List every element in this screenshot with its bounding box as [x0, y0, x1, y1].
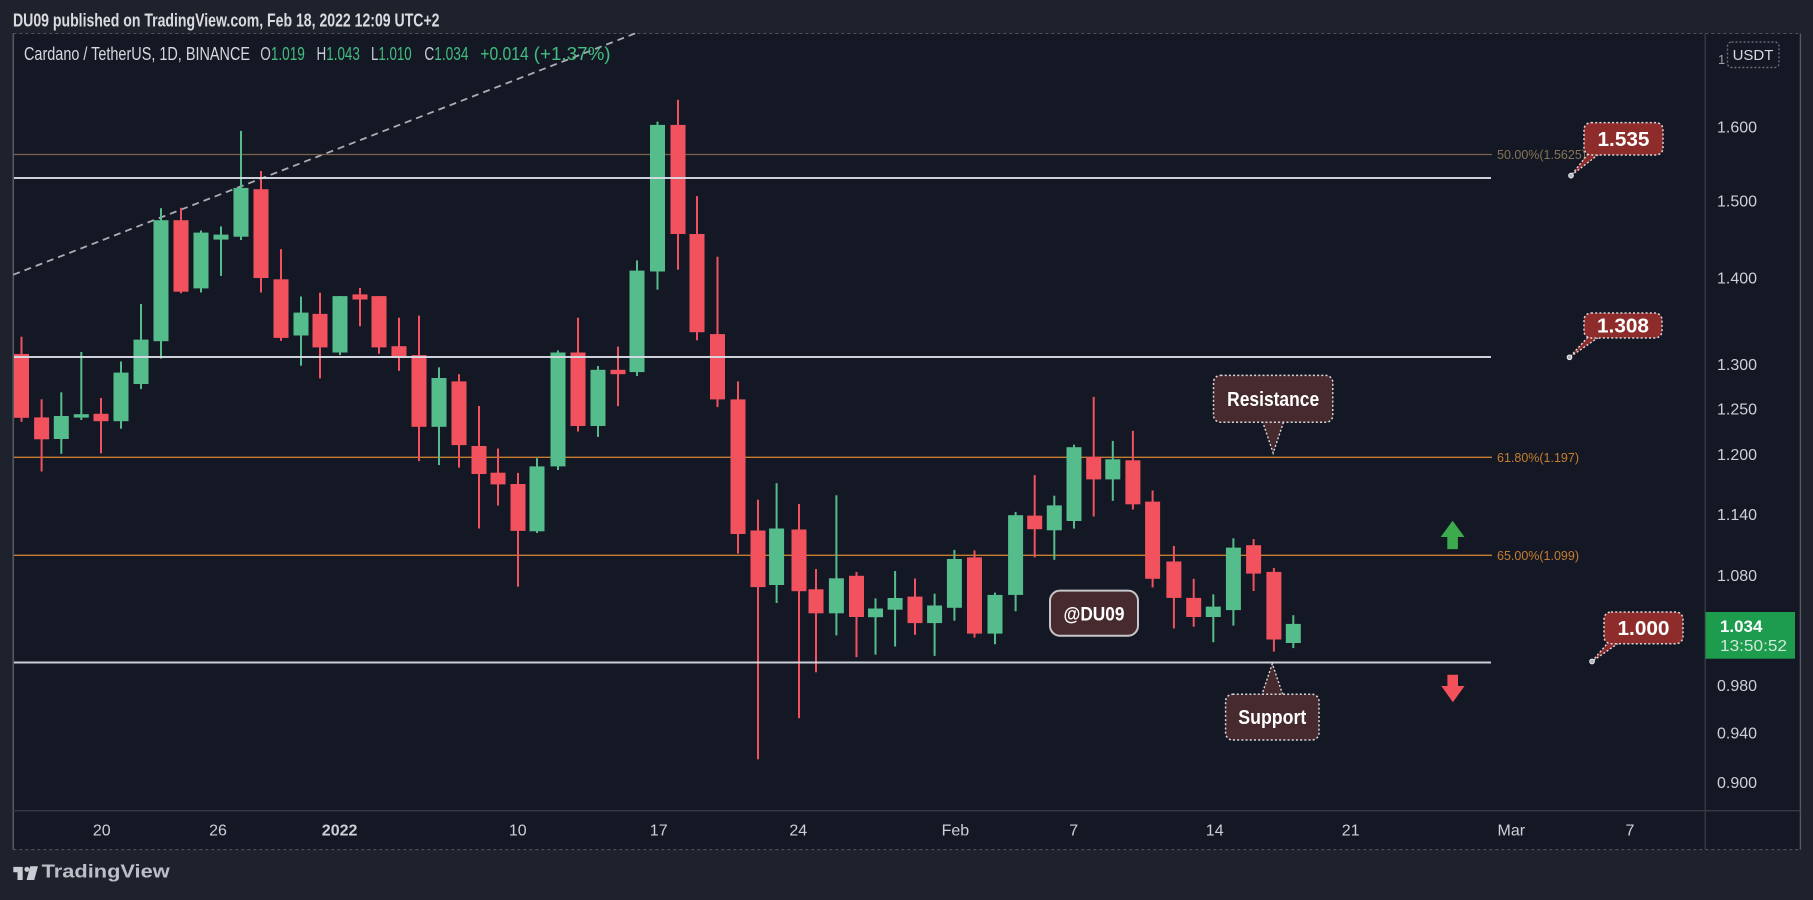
svg-text:H1.043: H1.043 — [317, 44, 360, 64]
svg-text:1.250: 1.250 — [1717, 401, 1757, 418]
svg-text:1.300: 1.300 — [1717, 357, 1757, 374]
svg-text:Mar: Mar — [1498, 823, 1526, 840]
svg-text:65.00%(1.099): 65.00%(1.099) — [1497, 549, 1579, 563]
svg-text:1.080: 1.080 — [1717, 568, 1757, 585]
svg-text:1.535: 1.535 — [1598, 129, 1650, 151]
svg-text:1.200: 1.200 — [1717, 447, 1757, 464]
svg-text:1.308: 1.308 — [1597, 316, 1649, 338]
svg-text:Support: Support — [1238, 707, 1306, 729]
svg-text:2022: 2022 — [322, 823, 358, 840]
svg-text:21: 21 — [1342, 823, 1360, 840]
svg-text:10: 10 — [509, 823, 527, 840]
svg-text:7: 7 — [1069, 823, 1078, 840]
svg-text:DU09 published on TradingView.: DU09 published on TradingView.com, Feb 1… — [13, 10, 439, 31]
svg-text:0.900: 0.900 — [1717, 775, 1757, 792]
svg-text:20: 20 — [93, 823, 111, 840]
svg-text:1: 1 — [1718, 52, 1725, 67]
svg-text:0.940: 0.940 — [1717, 725, 1757, 742]
svg-text:1.000: 1.000 — [1618, 618, 1670, 640]
svg-text:+0.014: +0.014 — [480, 44, 528, 64]
svg-text:0.980: 0.980 — [1717, 678, 1757, 695]
svg-text:24: 24 — [789, 823, 807, 840]
svg-text:1.400: 1.400 — [1717, 271, 1757, 288]
svg-text:61.80%(1.197): 61.80%(1.197) — [1497, 451, 1579, 465]
svg-text:7: 7 — [1626, 823, 1635, 840]
svg-text:17: 17 — [650, 823, 668, 840]
svg-text:C1.034: C1.034 — [424, 44, 468, 64]
svg-text:Feb: Feb — [942, 823, 970, 840]
svg-text:TradingView: TradingView — [42, 861, 171, 881]
svg-text:1.500: 1.500 — [1717, 194, 1757, 211]
svg-text:50.00%(1.5625): 50.00%(1.5625) — [1497, 148, 1586, 162]
svg-text:@DU09: @DU09 — [1064, 605, 1125, 626]
svg-text:L1.010: L1.010 — [371, 44, 412, 64]
svg-text:Cardano / TetherUS, 1D, BINANC: Cardano / TetherUS, 1D, BINANCE — [24, 44, 250, 64]
svg-text:O1.019: O1.019 — [260, 44, 305, 64]
svg-text:(+1.37%): (+1.37%) — [534, 44, 611, 64]
svg-text:1.600: 1.600 — [1717, 119, 1757, 136]
svg-text:1.034: 1.034 — [1720, 617, 1763, 636]
svg-text:Resistance: Resistance — [1227, 389, 1319, 411]
svg-text:1.140: 1.140 — [1717, 507, 1757, 524]
svg-text:26: 26 — [209, 823, 227, 840]
svg-text:14: 14 — [1206, 823, 1224, 840]
svg-text:USDT: USDT — [1733, 47, 1774, 64]
svg-text:13:50:52: 13:50:52 — [1720, 638, 1787, 655]
